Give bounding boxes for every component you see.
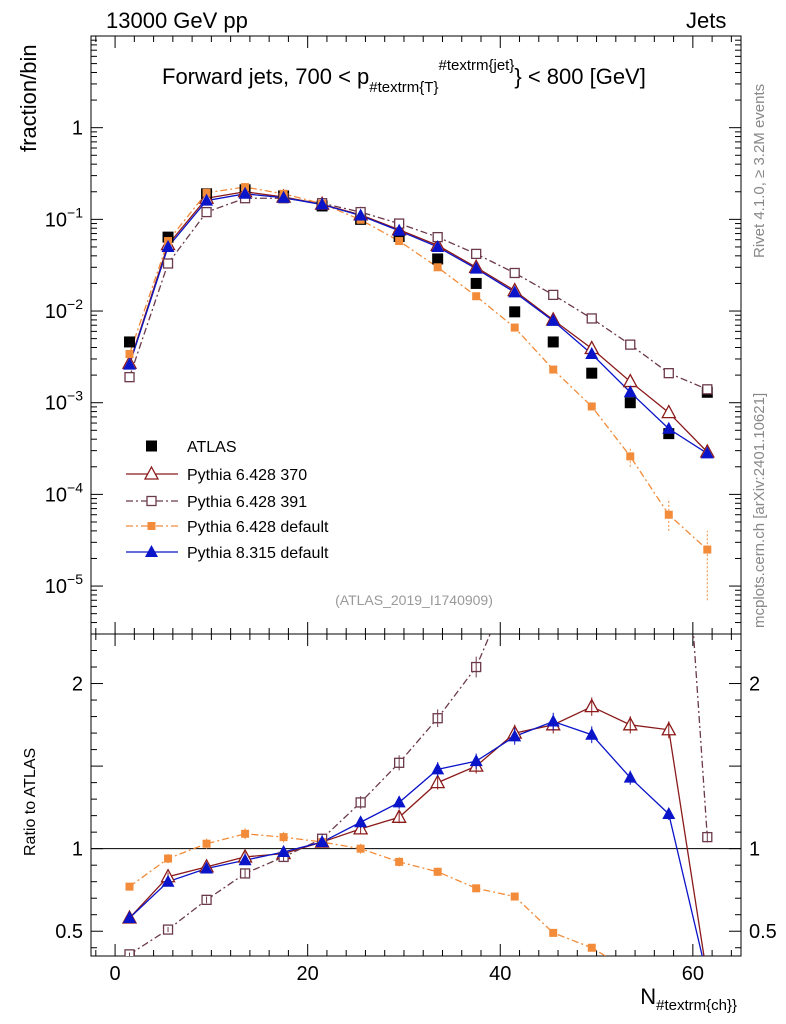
series-line-pythia-8-315-default xyxy=(128,193,708,454)
ratio-line-pythia-6-428-370 xyxy=(129,705,705,956)
legend-label: Pythia 8.315 default xyxy=(187,545,329,562)
point-pythia-8-315-default xyxy=(123,357,137,370)
x-tick-label: 20 xyxy=(297,963,319,985)
ratio-line-pythia-6-428-default xyxy=(129,833,607,956)
point-atlas xyxy=(547,336,559,348)
point-pythia-6-428-391 xyxy=(586,313,597,324)
y-tick-label-ratio: 1 xyxy=(72,839,83,861)
point-pythia-8-315-default xyxy=(315,197,329,210)
y-tick-label-main: 1 xyxy=(72,118,83,140)
legend-marker xyxy=(143,465,160,480)
legend-marker xyxy=(146,440,157,452)
point-atlas xyxy=(470,277,482,289)
y-tick-label-ratio-right: 0.5 xyxy=(749,921,777,943)
point-pythia-6-428-370 xyxy=(661,404,677,419)
point-atlas xyxy=(624,397,636,409)
legend-label: Pythia 6.428 default xyxy=(187,519,329,536)
series-line-pythia-6-428-370 xyxy=(128,191,708,453)
point-pythia-6-428-default xyxy=(433,263,442,272)
point-pythia-8-315-default xyxy=(277,190,291,203)
point-pythia-8-315-default xyxy=(392,223,406,236)
mcplots-label: mcplots.cern.ch [arXiv:2401.10621] xyxy=(751,392,768,628)
point-pythia-6-428-391 xyxy=(702,384,713,395)
point-atlas xyxy=(393,231,405,243)
point-pythia-8-315-default xyxy=(662,421,676,434)
y-tick-label-main: 10−3 xyxy=(45,388,83,415)
process-label: 13000 GeV pp xyxy=(106,8,248,33)
x-tick-label: 40 xyxy=(489,963,511,985)
chart-title: Forward jets, 700 < p#textrm{T}#textrm{j… xyxy=(162,57,646,96)
point-pythia-6-428-default xyxy=(626,452,635,461)
point-pythia-6-428-default xyxy=(395,237,404,246)
point-pythia-8-315-default xyxy=(431,239,445,252)
point-pythia-6-428-391 xyxy=(124,372,135,383)
point-pythia-8-315-default xyxy=(700,446,714,459)
point-pythia-6-428-391 xyxy=(663,368,674,379)
legend-marker xyxy=(147,522,156,530)
legend-marker xyxy=(145,545,158,557)
point-pythia-6-428-default xyxy=(125,349,134,358)
point-pythia-8-315-default xyxy=(508,285,522,298)
y-tick-label-ratio: 2 xyxy=(72,674,83,696)
point-pythia-8-315-default xyxy=(200,193,214,206)
point-pythia-8-315-default xyxy=(546,313,560,326)
point-pythia-6-428-default xyxy=(202,188,211,197)
point-pythia-6-428-391 xyxy=(471,248,482,260)
legend-entry-pythia-6-428-391: Pythia 6.428 391 xyxy=(126,494,307,511)
point-atlas xyxy=(432,253,444,265)
point-pythia-6-428-default xyxy=(549,365,558,374)
ratio-line-pythia-6-428-391 xyxy=(129,634,708,955)
point-pythia-8-315-default xyxy=(238,186,252,199)
legend-entry-pythia-6-428-370: Pythia 6.428 370 xyxy=(126,465,307,484)
x-tick-label: 60 xyxy=(682,963,704,985)
main-series xyxy=(121,183,715,601)
point-pythia-8-315-default xyxy=(623,385,637,398)
series-line-pythia-6-428-default xyxy=(128,186,708,551)
point-pythia-8-315-default xyxy=(469,261,483,274)
legend-entry-pythia-8-315-default: Pythia 8.315 default xyxy=(126,545,329,562)
point-pythia-8-315-default xyxy=(161,239,175,252)
y-tick-label-main: 10−4 xyxy=(45,479,83,506)
legend-entry-pythia-6-428-default: Pythia 6.428 default xyxy=(126,519,329,536)
rivet-version-label: Rivet 4.1.0, ≥ 3.2M events xyxy=(751,83,768,258)
y-tick-label-ratio-right: 1 xyxy=(749,839,760,861)
x-tick-label: 0 xyxy=(110,963,121,985)
point-pythia-6-428-391 xyxy=(509,267,520,279)
point-pythia-8-315-default xyxy=(354,208,368,221)
point-pythia-6-428-391 xyxy=(201,206,212,218)
legend-label: Pythia 6.428 391 xyxy=(187,494,307,511)
y-tick-label-main: 10−5 xyxy=(45,571,83,598)
point-pythia-6-428-default xyxy=(587,402,596,411)
legend-label: ATLAS xyxy=(187,439,237,456)
point-pythia-6-428-default xyxy=(510,323,519,332)
series-line-pythia-6-428-391 xyxy=(128,197,708,390)
ratio-series xyxy=(121,634,713,956)
point-pythia-6-428-370 xyxy=(622,373,638,388)
point-pythia-6-428-391 xyxy=(625,339,636,350)
analysis-id: (ATLAS_2019_I1740909) xyxy=(335,592,493,608)
y-tick-label-ratio-right: 2 xyxy=(749,674,760,696)
y-tick-label-main: 10−1 xyxy=(45,204,83,231)
point-atlas xyxy=(124,336,136,348)
legend-entry-atlas: ATLAS xyxy=(146,439,237,456)
ratio-y-axis-label: Ratio to ATLAS xyxy=(22,747,39,856)
point-pythia-8-315-default xyxy=(585,346,599,359)
point-pythia-6-428-default xyxy=(703,545,712,554)
point-atlas xyxy=(586,367,598,379)
ratio-frame xyxy=(90,633,742,957)
ratio-line-pythia-8-315-default xyxy=(129,720,703,956)
y-tick-label-main: 10−2 xyxy=(45,296,83,323)
legend-marker xyxy=(146,495,157,507)
y-tick-label-ratio: 0.5 xyxy=(55,921,83,943)
point-atlas xyxy=(509,306,521,318)
x-axis-label: N#textrm{ch}} xyxy=(640,984,737,1014)
point-pythia-6-428-default xyxy=(472,292,481,301)
legend-label: Pythia 6.428 370 xyxy=(187,467,307,484)
point-pythia-6-428-391 xyxy=(548,289,559,301)
jets-label: Jets xyxy=(686,8,727,33)
point-pythia-6-428-391 xyxy=(162,258,174,269)
main-y-axis-label: fraction/bin xyxy=(16,44,41,152)
